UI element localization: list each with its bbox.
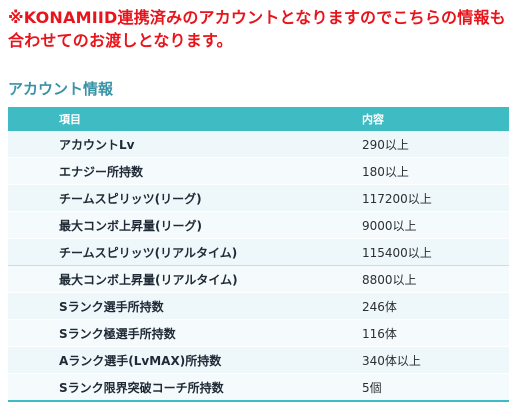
row-item-value: 9000以上 — [362, 211, 509, 239]
row-item-value: 5個 — [362, 373, 509, 402]
row-item-label: Sランク選手所持数 — [8, 292, 362, 320]
row-item-label: Sランク極選手所持数 — [8, 319, 362, 347]
row-item-value: 180以上 — [362, 157, 509, 185]
table-row: Sランク極選手所持数 116体 — [8, 319, 509, 347]
notice-text: ※KONAMIID連携済みのアカウントとなりますのでこちらの情報も合わせてのお渡… — [8, 8, 506, 50]
row-item-label: 最大コンボ上昇量(リーグ) — [8, 211, 362, 239]
table-row: Sランク選手所持数 246体 — [8, 292, 509, 320]
row-item-value: 246体 — [362, 292, 509, 320]
row-item-label: チームスピリッツ(リーグ) — [8, 184, 362, 212]
header-item: 項目 — [8, 107, 362, 131]
row-item-value: 8800以上 — [362, 265, 509, 293]
row-item-label: Aランク選手(LvMAX)所持数 — [8, 346, 362, 374]
row-item-value: 290以上 — [362, 131, 509, 158]
table-body: アカウントLv 290以上 エナジー所持数 180以上 チームスピリッツ(リーグ… — [8, 131, 509, 402]
table-row: Sランク限界突破コーチ所持数 5個 — [8, 373, 509, 402]
table-row: 最大コンボ上昇量(リアルタイム) 8800以上 — [8, 265, 509, 293]
row-item-label: チームスピリッツ(リアルタイム) — [8, 238, 362, 266]
table-row: チームスピリッツ(リーグ) 117200以上 — [8, 184, 509, 212]
table-row: アカウントLv 290以上 — [8, 131, 509, 158]
row-item-label: 最大コンボ上昇量(リアルタイム) — [8, 265, 362, 293]
table-row: エナジー所持数 180以上 — [8, 157, 509, 185]
row-item-value: 115400以上 — [362, 238, 509, 266]
table-row: Aランク選手(LvMAX)所持数 340体以上 — [8, 346, 509, 374]
section-title-account-info: アカウント情報 — [8, 80, 114, 98]
row-item-label: Sランク限界突破コーチ所持数 — [8, 373, 362, 402]
table-header: 項目 内容 — [8, 107, 509, 131]
row-item-value: 117200以上 — [362, 184, 509, 212]
header-content: 内容 — [362, 107, 509, 131]
table-row: チームスピリッツ(リアルタイム) 115400以上 — [8, 238, 509, 266]
table-header-row: 項目 内容 — [8, 107, 509, 131]
row-item-label: エナジー所持数 — [8, 157, 362, 185]
row-item-label: アカウントLv — [8, 131, 362, 158]
account-info-table: 項目 内容 アカウントLv 290以上 エナジー所持数 180以上 チームスピリ… — [8, 107, 509, 402]
row-item-value: 116体 — [362, 319, 509, 347]
table-row: 最大コンボ上昇量(リーグ) 9000以上 — [8, 211, 509, 239]
row-item-value: 340体以上 — [362, 346, 509, 374]
